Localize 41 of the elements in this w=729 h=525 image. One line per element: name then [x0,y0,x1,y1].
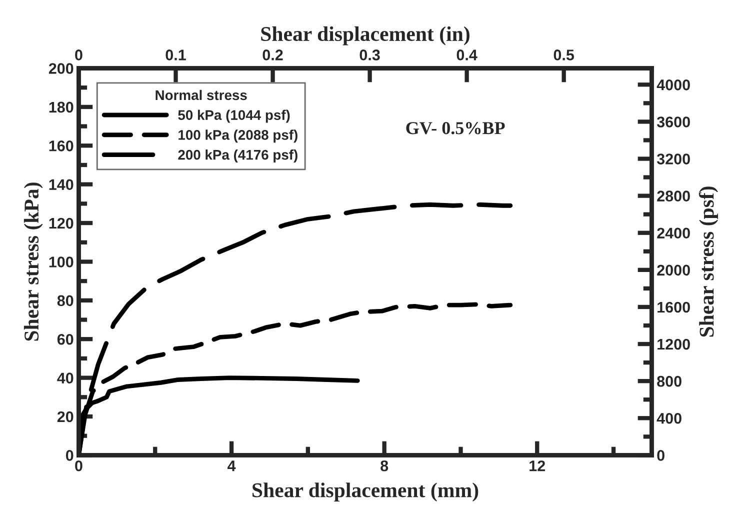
y-tick-label: 120 [49,218,74,229]
y2-tick-label: 3600 [656,116,690,128]
legend-label: 50 kPa (1044 psf) [178,110,290,123]
y2-tick-label: 1200 [658,338,690,350]
y2-tick-label: 1600 [658,302,690,313]
y2-tick-label: 2000 [657,264,690,276]
x2-tick-label: 0.3 [360,50,380,60]
y2-tick-label: 800 [657,376,682,387]
y-tick-label: 160 [49,140,74,152]
y-tick-label: 60 [57,334,74,345]
x-tick-label: 4 [228,460,236,472]
y-tick-label: 80 [57,295,74,306]
x-tick-label: 0 [75,460,82,472]
y2-tick-label: 2800 [657,190,690,202]
legend-title: Normal stress [156,90,247,100]
y-tick-label: 40 [57,372,74,384]
x2-tick-label: 0.5 [554,50,574,60]
y-tick-label: 100 [49,256,74,268]
x2-tick-label: 0.1 [166,50,186,60]
y2-axis-title: Shear stress (psf) [698,186,718,337]
y2-tick-label: 4000 [656,80,690,90]
y2-tick-label: 3200 [656,154,690,164]
x-tick-label: 8 [380,460,388,472]
x2-tick-label: 0 [75,50,82,60]
legend-label: 100 kPa (2088 psf) [178,130,298,143]
y-axis-title: Shear stress (kPa) [24,182,43,341]
y2-tick-label: 400 [656,412,682,424]
y-tick-label: 20 [57,411,74,422]
x-axis-title: Shear displacement (mm) [252,482,478,502]
annotation: GV- 0.5%BP [406,122,505,134]
y-tick-label: 200 [48,63,74,74]
x-tick-label: 12 [530,460,546,472]
y-tick-label: 180 [49,102,74,113]
y-tick-label: 0 [66,450,74,461]
x2-tick-label: 0.4 [456,50,478,60]
legend-label: 200 kPa (4176 psf) [178,150,298,162]
x2-tick-label: 0.2 [262,50,283,60]
x2-axis-title: Shear displacement (in) [261,26,470,46]
y-tick-label: 140 [49,179,74,190]
y2-tick-label: 0 [657,450,664,461]
y2-tick-label: 2400 [657,228,690,239]
